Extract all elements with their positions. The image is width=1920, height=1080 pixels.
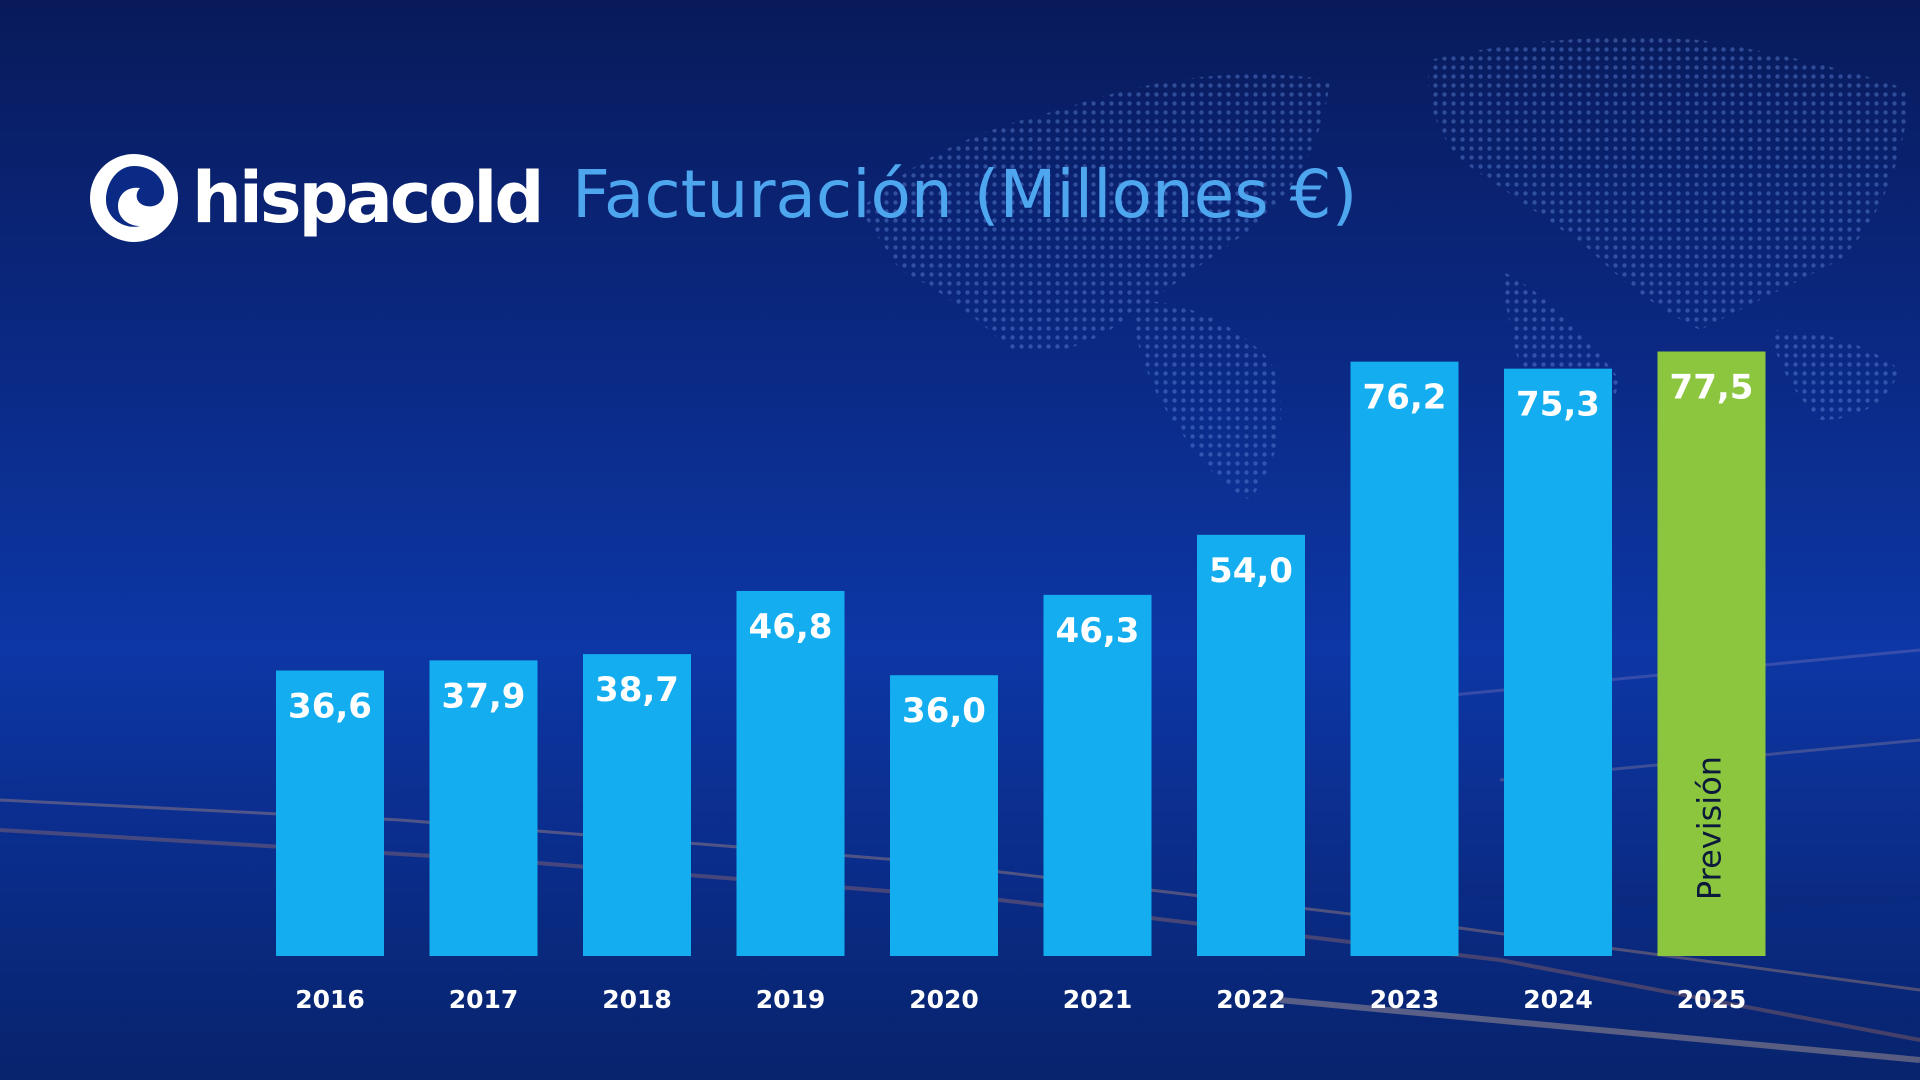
bar-value-label: 46,8 xyxy=(749,607,833,647)
x-tick-label: 2017 xyxy=(449,985,519,1014)
x-tick-label: 2016 xyxy=(295,985,365,1014)
x-tick-label: 2020 xyxy=(909,985,979,1014)
bar-value-label: 54,0 xyxy=(1209,551,1293,591)
bar-value-label: 37,9 xyxy=(442,676,526,716)
bar xyxy=(583,654,691,956)
bar xyxy=(1197,534,1305,956)
x-tick-label: 2023 xyxy=(1370,985,1440,1014)
x-tick-label: 2022 xyxy=(1216,985,1286,1014)
bar-value-label: 76,2 xyxy=(1363,378,1447,418)
bar xyxy=(1504,368,1612,956)
x-tick-label: 2021 xyxy=(1063,985,1133,1014)
x-tick-label: 2018 xyxy=(602,985,672,1014)
x-tick-label: 2025 xyxy=(1677,985,1747,1014)
hispacold-wave-logo-icon xyxy=(90,154,178,242)
bar xyxy=(1043,594,1152,956)
bar-value-label: 75,3 xyxy=(1516,385,1600,425)
bar xyxy=(1350,361,1459,956)
bar-value-label: 77,5 xyxy=(1670,368,1754,408)
chart-title: Facturación (Millones €) xyxy=(572,156,1358,233)
logo-wordmark: hispacold xyxy=(192,157,545,239)
bar-value-label: 46,3 xyxy=(1056,611,1140,651)
bar xyxy=(890,675,998,956)
x-tick-label: 2019 xyxy=(756,985,826,1014)
bar-value-label: 36,0 xyxy=(902,691,986,731)
x-tick-label: 2024 xyxy=(1523,985,1593,1014)
bar-value-label: 38,7 xyxy=(595,670,679,710)
bar xyxy=(429,660,538,956)
bar-value-label: 36,6 xyxy=(288,687,372,727)
bar xyxy=(276,670,384,956)
forecast-annotation: Previsión xyxy=(1691,756,1729,900)
bar xyxy=(736,590,845,956)
hispacold-logo: hispacold xyxy=(88,152,545,244)
forecast-bar xyxy=(1657,351,1766,956)
